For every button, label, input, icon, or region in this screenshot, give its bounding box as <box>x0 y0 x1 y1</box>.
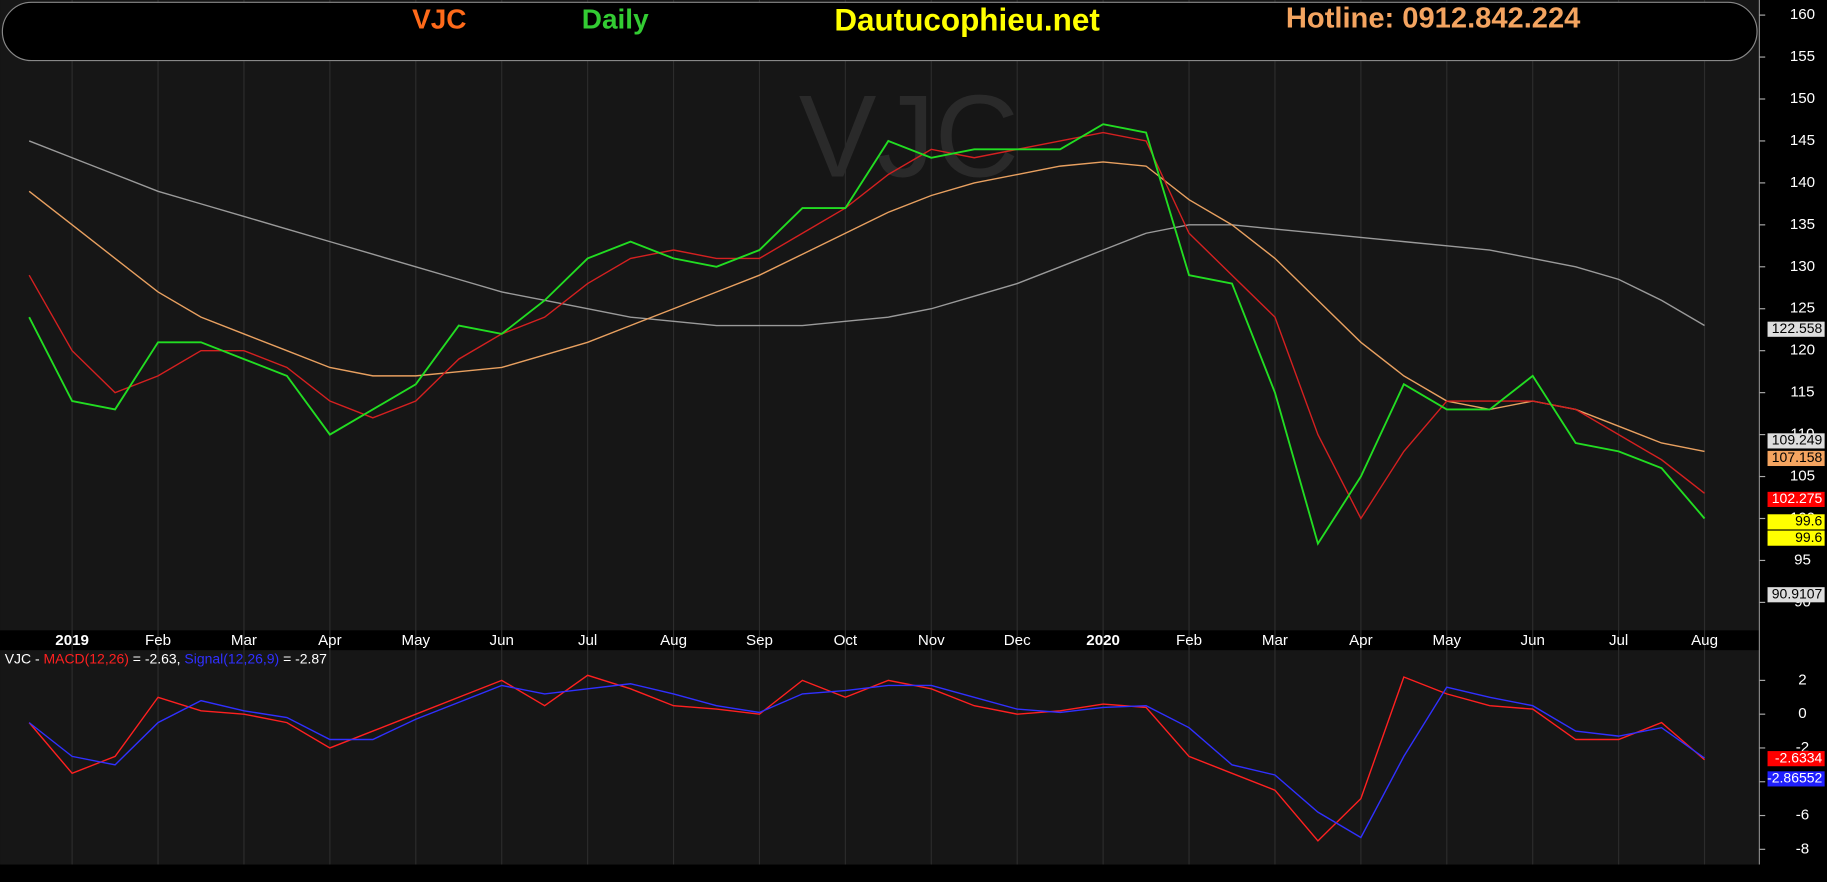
price-tag-label: 107.158 <box>1772 449 1823 465</box>
macd-legend: VJC - MACD(12,26) = -2.63, Signal(12,26,… <box>5 650 327 666</box>
y-tick-label: 105 <box>1790 468 1815 485</box>
legend-prefix: VJC - <box>5 650 44 666</box>
period: Daily <box>582 3 649 34</box>
x-tick-label: Oct <box>834 632 858 649</box>
x-tick-label: Mar <box>1262 632 1288 649</box>
y-tick-label: -8 <box>1796 840 1809 857</box>
x-tick-label: Aug <box>1691 632 1718 649</box>
x-tick-label: Apr <box>318 632 342 649</box>
price-pane <box>0 0 1760 631</box>
y-tick-label: 135 <box>1790 216 1815 233</box>
price-tag <box>1767 433 1825 449</box>
y-tick-label: 115 <box>1790 384 1814 401</box>
x-tick-label: Jul <box>578 632 597 649</box>
y-tick-label: 155 <box>1790 48 1815 65</box>
y-tick-label: 0 <box>1798 705 1806 722</box>
price-tag <box>1767 771 1825 787</box>
y-tick-label: 140 <box>1790 174 1815 191</box>
x-tick-label: Feb <box>145 632 171 649</box>
series-line <box>28 683 1705 839</box>
legend-signal-value: = -2.87 <box>279 650 327 666</box>
price-tag-label: -2.86552 <box>1767 770 1822 786</box>
x-tick-label: May <box>1433 632 1462 649</box>
price-tag-label: -2.6334 <box>1775 749 1823 765</box>
x-tick-label: Jul <box>1609 632 1628 649</box>
watermark: VJC <box>799 71 1019 201</box>
price-tag <box>1767 514 1825 530</box>
series-line <box>28 674 1705 842</box>
x-tick-label: 2019 <box>55 632 89 649</box>
price-tag-label: 90.9107 <box>1772 585 1823 601</box>
x-tick-label: Apr <box>1349 632 1373 649</box>
x-tick-label: Feb <box>1176 632 1202 649</box>
x-tick-label: Nov <box>918 632 945 649</box>
y-tick-label: 150 <box>1790 90 1815 107</box>
legend-macd: MACD(12,26) <box>44 650 129 666</box>
y-tick-label: 160 <box>1790 6 1815 23</box>
price-tag <box>1767 321 1825 337</box>
price-tag <box>1767 751 1825 767</box>
x-tick-label: Jun <box>1521 632 1545 649</box>
price-tag-label: 102.275 <box>1772 490 1823 506</box>
price-tag <box>1767 587 1825 603</box>
site: Dautucophieu.net <box>834 2 1100 37</box>
legend-macd-value: = -2.63, <box>129 650 185 666</box>
price-tag-label: 99.6 <box>1795 513 1822 529</box>
price-tag <box>1767 450 1825 467</box>
x-tick-label: Sep <box>746 632 773 649</box>
price-tag-label: 99.6 <box>1795 529 1822 545</box>
price-tag <box>1767 491 1825 507</box>
y-tick-label: 120 <box>1790 342 1815 359</box>
grid <box>71 0 1706 865</box>
series-line <box>28 140 1705 327</box>
x-tick-label: Jun <box>490 632 514 649</box>
x-tick-label: Aug <box>660 632 687 649</box>
legend-signal: Signal(12,26,9) <box>184 650 279 666</box>
price-tag <box>1767 530 1825 546</box>
symbol: VJC <box>412 3 466 34</box>
x-tick-label: May <box>402 632 431 649</box>
price-tag-label: 122.558 <box>1772 320 1823 336</box>
hotline: Hotline: 0912.842.224 <box>1286 2 1581 34</box>
x-tick-label: Mar <box>231 632 257 649</box>
series-line <box>28 131 1705 520</box>
x-tick-label: Dec <box>1004 632 1031 649</box>
x-tick-label: 2020 <box>1086 632 1120 649</box>
y-tick-label: 130 <box>1790 258 1815 275</box>
y-tick-label: 2 <box>1798 671 1806 688</box>
header-box <box>1 1 1758 62</box>
y-tick-label: -6 <box>1796 807 1809 824</box>
series-line <box>28 123 1706 546</box>
series-line <box>28 161 1705 453</box>
y-tick-label: 145 <box>1790 132 1815 149</box>
y-tick-label: 95 <box>1794 551 1811 568</box>
y-tick-label: 125 <box>1790 300 1815 317</box>
price-tag-label: 109.249 <box>1772 432 1823 448</box>
macd-pane <box>0 650 1760 865</box>
